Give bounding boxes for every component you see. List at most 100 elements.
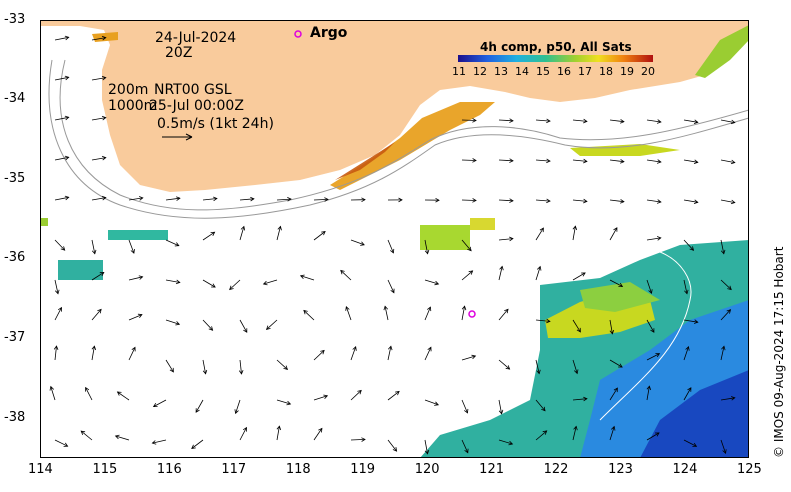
- credit-label: © IMOS 09-Aug-2024 17:15 Hobart: [772, 246, 786, 458]
- current-vector-head: [656, 236, 662, 241]
- current-vector-head: [461, 305, 467, 311]
- current-vector: [345, 306, 352, 321]
- x-tick-label: 122: [543, 462, 569, 477]
- current-vector-head: [509, 236, 514, 242]
- current-vector-head: [435, 197, 440, 203]
- current-vector-head: [618, 363, 623, 368]
- current-vector: [461, 159, 477, 161]
- current-vector-head: [191, 444, 196, 450]
- current-vector: [683, 387, 692, 401]
- current-vector-head: [137, 313, 143, 318]
- x-tick-label: 116: [156, 462, 182, 477]
- current-vector-head: [583, 396, 588, 402]
- current-vector-head: [151, 440, 157, 445]
- current-vector: [239, 226, 245, 241]
- current-vector-head: [730, 119, 736, 125]
- current-vector: [165, 239, 179, 247]
- current-vector: [54, 36, 69, 41]
- current-vector: [535, 159, 551, 162]
- sst-patch-shelf: [570, 144, 680, 156]
- x-tick-label: 125: [737, 462, 762, 477]
- current-vector: [498, 439, 513, 445]
- current-vector-head: [357, 389, 362, 395]
- current-vector-head: [684, 289, 689, 295]
- current-vector-head: [434, 401, 439, 406]
- current-vector-head: [508, 440, 514, 446]
- current-vector: [54, 439, 68, 447]
- current-vector-head: [542, 430, 548, 435]
- current-vector: [239, 359, 242, 374]
- current-vector: [266, 319, 278, 330]
- current-vector: [202, 231, 215, 241]
- colorbar-tick-label: 19: [620, 65, 634, 78]
- current-vector-head: [262, 280, 268, 286]
- scale-label: 0.5m/s (1kt 24h): [157, 116, 274, 132]
- current-vector: [152, 439, 167, 444]
- current-vector-head: [57, 306, 62, 312]
- current-vector-head: [650, 328, 655, 333]
- current-vector: [276, 359, 288, 370]
- current-vector: [54, 156, 69, 161]
- current-vector: [609, 279, 623, 287]
- current-vector: [572, 199, 587, 202]
- current-vector: [128, 197, 143, 201]
- current-vector: [54, 279, 59, 294]
- contour-200m: [59, 59, 749, 211]
- current-vector: [535, 399, 546, 411]
- current-vector: [91, 117, 106, 121]
- current-vector-head: [609, 329, 615, 335]
- current-vector-head: [324, 197, 329, 202]
- current-vector-head: [509, 158, 514, 163]
- current-vector: [424, 399, 439, 406]
- current-vector: [350, 439, 366, 441]
- current-vector-head: [464, 448, 469, 454]
- current-vector-head: [583, 198, 588, 204]
- current-vector-head: [287, 197, 292, 202]
- y-tick-label: -35: [4, 171, 26, 186]
- current-vector: [54, 76, 69, 81]
- current-vector: [683, 346, 689, 361]
- current-vector: [572, 426, 577, 441]
- current-vector-head: [693, 159, 699, 164]
- colorbar-title: 4h comp, p50, All Sats: [480, 40, 632, 54]
- x-tick-label: 117: [221, 462, 247, 477]
- current-vector-head: [646, 385, 652, 391]
- current-vector-head: [509, 198, 514, 203]
- current-vector-head: [240, 225, 246, 231]
- current-vector-head: [361, 197, 366, 203]
- current-vector: [720, 309, 731, 321]
- current-vector-head: [468, 270, 474, 275]
- current-vector-head: [99, 271, 105, 277]
- current-vector: [300, 275, 315, 281]
- current-vector: [424, 347, 432, 361]
- current-vector: [646, 386, 650, 401]
- current-vector: [191, 439, 204, 449]
- current-vector-head: [390, 248, 395, 254]
- current-vector: [609, 199, 624, 203]
- current-vector-head: [390, 288, 395, 294]
- current-vector: [153, 399, 167, 407]
- current-vector: [387, 239, 394, 254]
- current-vector: [276, 399, 291, 405]
- current-vector: [303, 310, 315, 321]
- current-vector-head: [238, 370, 244, 375]
- current-vector: [91, 37, 106, 41]
- current-vector-head: [539, 227, 544, 233]
- current-vector-head: [175, 321, 181, 326]
- current-vector: [720, 119, 735, 123]
- current-vector-head: [613, 387, 618, 393]
- current-vector-head: [243, 328, 248, 333]
- depth-200-label: 200m: [108, 82, 149, 98]
- colorbar-tick-label: 13: [494, 65, 508, 78]
- current-vector: [263, 279, 278, 285]
- current-vector: [91, 309, 102, 321]
- current-vector: [313, 350, 325, 361]
- current-vector: [646, 353, 660, 361]
- current-vector: [498, 266, 503, 281]
- colorbar-tick-label: 15: [536, 65, 550, 78]
- current-vector: [609, 119, 624, 123]
- current-vector-head: [424, 249, 430, 255]
- current-vector: [195, 399, 204, 413]
- current-vector-head: [360, 241, 365, 246]
- current-vector-head: [573, 425, 578, 431]
